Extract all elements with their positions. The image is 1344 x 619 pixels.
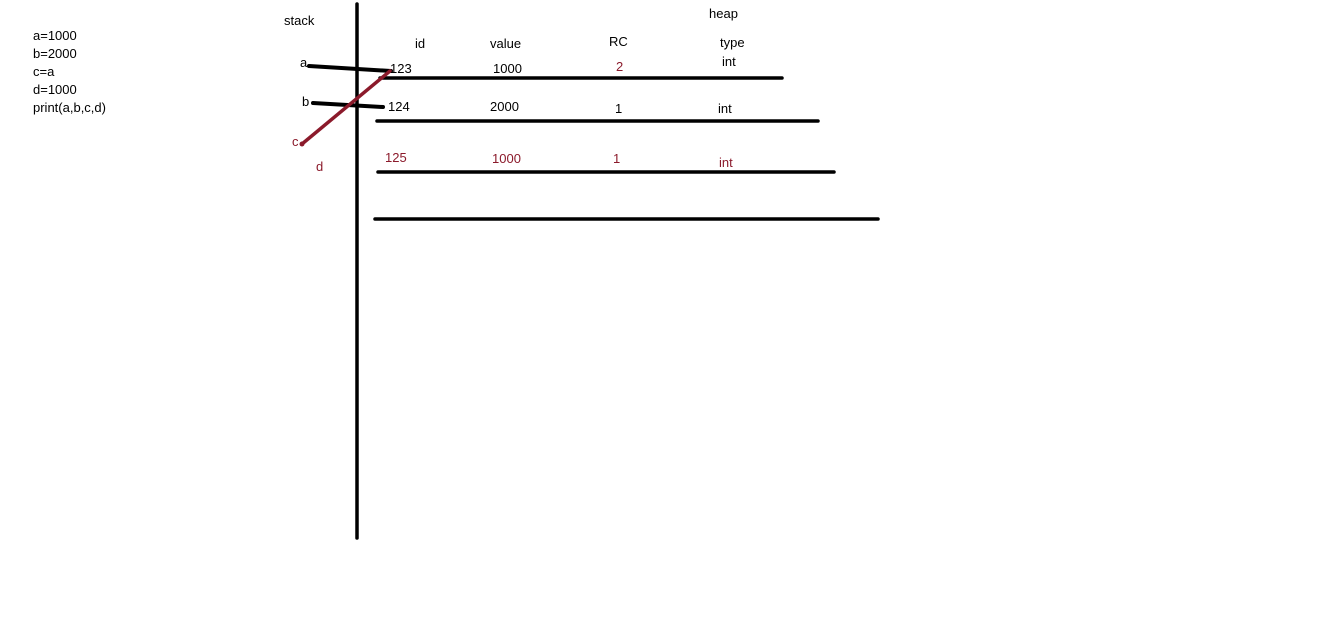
- code-line-2: b=2000: [33, 46, 77, 61]
- stack-var-d: d: [316, 159, 324, 174]
- column-header-rc: RC: [609, 34, 628, 49]
- row-3-type: int: [719, 155, 733, 170]
- stack-var-a: a: [300, 55, 308, 70]
- row-2-value: 2000: [490, 99, 519, 114]
- stack-var-c: c: [292, 134, 299, 149]
- column-header-id: id: [415, 36, 426, 51]
- code-line-1: a=1000: [33, 28, 77, 43]
- reference-c-dot: [299, 141, 305, 147]
- column-header-value: value: [490, 36, 522, 51]
- source-code: a=1000 b=2000 c=a d=1000 print(a,b,c,d): [33, 27, 106, 117]
- row-3-id: 125: [385, 150, 407, 165]
- row-2-rc: 1: [615, 101, 623, 116]
- stack-label: stack: [284, 13, 315, 28]
- row-2-id: 124: [388, 99, 410, 114]
- code-line-4: d=1000: [33, 82, 77, 97]
- code-line-5: print(a,b,c,d): [33, 100, 106, 115]
- row-1-rc: 2: [616, 59, 624, 74]
- row-1-id: 123: [390, 61, 412, 76]
- reference-a-to-123: [307, 64, 393, 73]
- heap-label: heap: [709, 6, 738, 21]
- reference-c-to-123: [300, 69, 392, 146]
- stack-var-b: b: [302, 94, 310, 109]
- row-2-type: int: [718, 101, 732, 116]
- column-header-type: type: [720, 35, 745, 50]
- row-3-value: 1000: [492, 151, 521, 166]
- row-1-type: int: [722, 54, 736, 69]
- code-line-3: c=a: [33, 64, 55, 79]
- row-3-rc: 1: [613, 151, 621, 166]
- row-1-value: 1000: [493, 61, 522, 76]
